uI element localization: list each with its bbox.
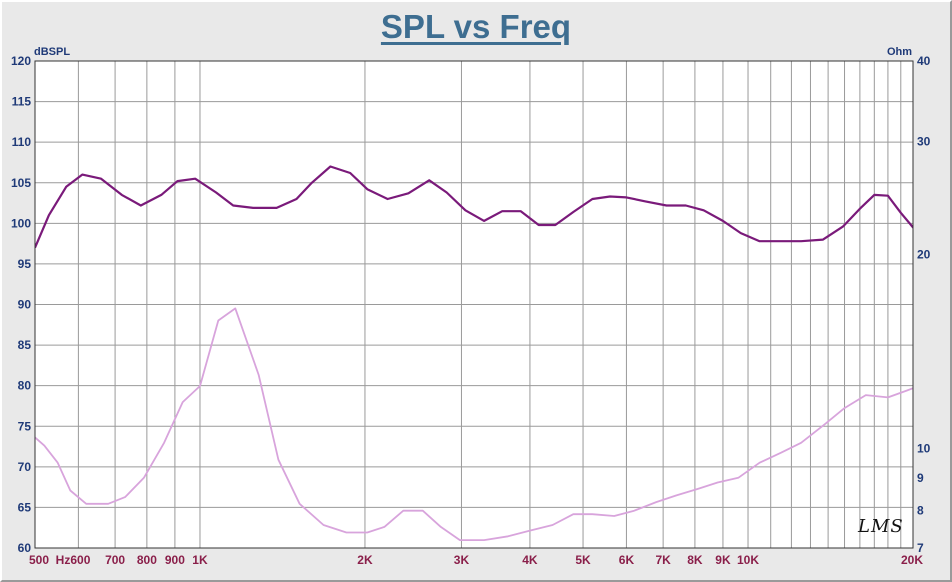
right-tick-label: 40 xyxy=(917,54,931,68)
x-tick-label: 5K xyxy=(575,553,591,567)
x-tick-label: 500 xyxy=(29,553,49,567)
left-tick-label: 120 xyxy=(11,54,31,68)
x-tick-label: 900 xyxy=(165,553,185,567)
x-tick-label: 4K xyxy=(522,553,538,567)
left-tick-label: 60 xyxy=(18,541,32,555)
x-tick-label: 600 xyxy=(70,553,90,567)
x-tick-label: 800 xyxy=(137,553,157,567)
left-tick-label: 110 xyxy=(12,135,32,149)
x-tick-label: 20K xyxy=(901,553,923,567)
right-tick-label: 20 xyxy=(917,248,931,262)
left-axis-unit: dBSPL xyxy=(34,46,70,58)
x-tick-label: 10K xyxy=(737,553,759,567)
x-tick-label: 9K xyxy=(715,553,731,567)
x-tick-label: 8K xyxy=(687,553,703,567)
impedance-series-line xyxy=(35,307,913,541)
left-tick-label: 90 xyxy=(18,298,32,312)
right-tick-label: 7 xyxy=(917,541,924,555)
x-tick-label: 3K xyxy=(454,553,470,567)
left-tick-label: 115 xyxy=(12,95,32,109)
series-layer xyxy=(35,165,913,541)
left-tick-label: 95 xyxy=(18,257,32,271)
x-tick-label: 700 xyxy=(105,553,125,567)
right-tick-label: 10 xyxy=(917,441,931,455)
right-tick-label: 8 xyxy=(917,504,924,518)
x-tick-label: 1K xyxy=(192,553,208,567)
left-tick-label: 105 xyxy=(11,176,31,190)
chart-title: SPL vs Freq xyxy=(380,8,572,45)
left-tick-label: 80 xyxy=(18,379,32,393)
left-tick-label: 75 xyxy=(18,419,32,433)
x-tick-label: 2K xyxy=(357,553,373,567)
axis-layer: 60 65 70 75 80 85 90 95 100 105 110 115 120 7 8 9 10 20 30… xyxy=(11,46,931,567)
left-tick-label: 100 xyxy=(11,216,31,230)
spl-series-line xyxy=(35,165,913,249)
left-tick-label: 65 xyxy=(18,500,32,514)
right-axis-unit: Ohm xyxy=(887,46,912,58)
left-tick-label: 70 xyxy=(18,460,32,474)
plot-border xyxy=(34,60,914,549)
x-tick-label: 7K xyxy=(655,553,671,567)
x-tick-label: 6K xyxy=(619,553,635,567)
right-tick-label: 30 xyxy=(917,134,931,148)
x-axis-unit: Hz xyxy=(56,553,71,567)
left-tick-label: 85 xyxy=(18,338,32,352)
lms-watermark: LMS xyxy=(858,516,904,537)
right-tick-label: 9 xyxy=(917,471,924,485)
